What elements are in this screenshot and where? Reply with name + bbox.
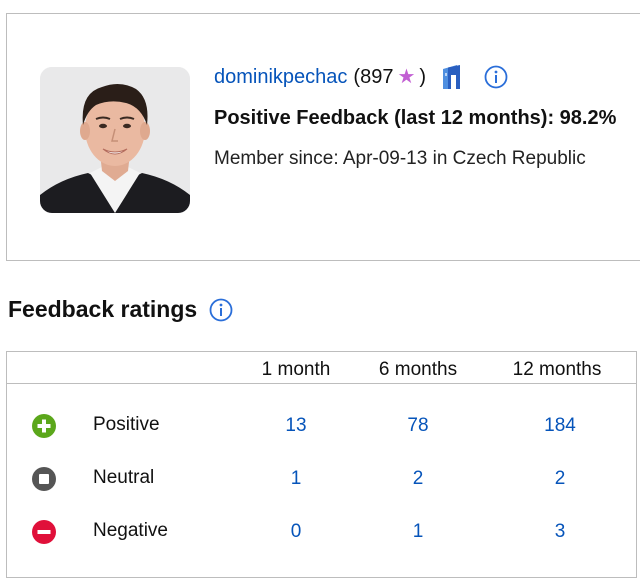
username-line: dominikpechac (897 ★ ) (214, 63, 616, 91)
table-row: Positive 13 78 184 (7, 406, 636, 446)
negative-1-month-count[interactable]: 0 (290, 521, 302, 542)
star-icon: ★ (397, 66, 416, 88)
plus-circle-icon (32, 414, 56, 438)
negative-12-months-count[interactable]: 3 (554, 521, 566, 542)
feedback-score-close: ) (419, 66, 427, 88)
info-icon[interactable] (209, 298, 233, 322)
seller-info: dominikpechac (897 ★ ) Positive (214, 63, 616, 171)
feedback-ratings-header: Feedback ratings (8, 296, 233, 323)
username-link[interactable]: dominikpechac (214, 66, 348, 88)
section-title: Feedback ratings (8, 296, 198, 322)
table-header-row: 1 month 6 months 12 months (7, 352, 636, 384)
positive-1-month-count[interactable]: 13 (285, 415, 307, 436)
neutral-1-month-count[interactable]: 1 (290, 468, 302, 489)
column-header-6-months: 6 months (378, 359, 458, 380)
avatar-photo (40, 67, 190, 213)
positive-6-months-count[interactable]: 78 (407, 415, 429, 436)
column-header-12-months: 12 months (512, 359, 602, 380)
feedback-ratings-table: 1 month 6 months 12 months Positive 13 7… (6, 351, 637, 578)
feedback-score: (897 (353, 66, 394, 88)
table-row: Neutral 1 2 2 (7, 459, 636, 499)
neutral-12-months-count[interactable]: 2 (554, 468, 566, 489)
store-icon[interactable] (440, 63, 462, 91)
square-circle-icon (32, 467, 56, 491)
seller-profile-card: dominikpechac (897 ★ ) Positive (6, 13, 640, 261)
row-label-positive: Positive (93, 414, 160, 435)
neutral-6-months-count[interactable]: 2 (412, 468, 424, 489)
table-row: Negative 0 1 3 (7, 512, 636, 552)
row-label-neutral: Neutral (93, 467, 155, 488)
avatar[interactable] (40, 67, 190, 213)
info-icon[interactable] (484, 65, 508, 89)
column-header-1-month: 1 month (261, 359, 331, 380)
positive-feedback-summary: Positive Feedback (last 12 months): 98.2… (214, 107, 617, 129)
negative-6-months-count[interactable]: 1 (412, 521, 424, 542)
minus-circle-icon (32, 520, 56, 544)
positive-12-months-count[interactable]: 184 (544, 415, 576, 436)
member-since: Member since: Apr-09-13 in Czech Republi… (214, 148, 586, 169)
row-label-negative: Negative (93, 520, 168, 541)
